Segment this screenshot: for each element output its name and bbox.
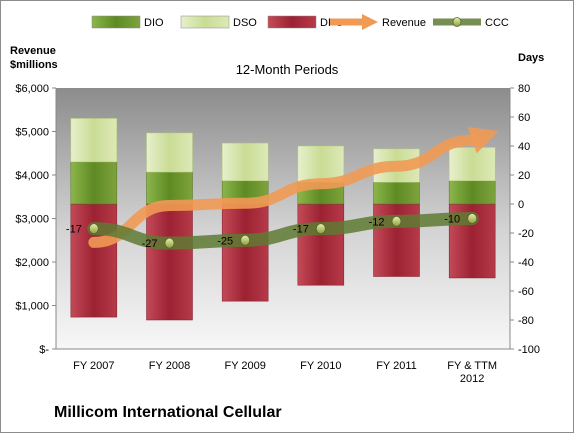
- right-tick-label: 0: [518, 199, 524, 211]
- legend-swatch-dpo: [267, 15, 317, 29]
- right-tick-label: -60: [518, 286, 534, 298]
- bar-dpo: [146, 203, 193, 321]
- x-tick-label: FY 2011: [376, 360, 417, 372]
- bar-dio: [70, 161, 118, 205]
- left-axis-title-line1: Revenue: [10, 45, 56, 57]
- left-tick-label: $4,000: [15, 170, 49, 182]
- x-tick-label: FY 2010: [300, 360, 341, 372]
- left-tick-label: $-: [39, 344, 49, 356]
- bar-dio: [146, 171, 193, 205]
- x-tick-label: FY & TTM: [447, 360, 497, 372]
- revenue-line: [88, 134, 478, 248]
- bar-dso: [297, 145, 345, 183]
- ccc-point: [391, 215, 402, 227]
- left-tick-label: $1,000: [15, 301, 49, 313]
- right-tick-label: 60: [518, 112, 530, 124]
- legend-swatch-dio: [91, 15, 141, 29]
- left-tick-label: $6,000: [15, 83, 49, 95]
- legend-marker-ccc: [452, 17, 462, 27]
- right-tick-label: -80: [518, 315, 534, 327]
- bar-dso: [221, 142, 269, 182]
- ccc-data-label: -12: [369, 216, 385, 228]
- bar-dio: [448, 180, 496, 205]
- left-tick-label: $3,000: [15, 214, 49, 226]
- ccc-data-label: -17: [293, 224, 309, 236]
- ccc-point: [88, 223, 99, 235]
- right-tick-label: -100: [518, 344, 540, 356]
- left-axis-title: Revenue $millions: [10, 44, 58, 72]
- ccc-point: [467, 213, 478, 224]
- ccc-data-label: -27: [142, 238, 158, 250]
- bar-dio: [373, 182, 420, 205]
- bar-dpo: [221, 203, 269, 302]
- legend-arrowhead-revenue: [362, 14, 378, 30]
- bar-dso: [146, 132, 193, 173]
- left-tick-label: $2,000: [15, 257, 49, 269]
- x-tick-label: FY 2007: [73, 360, 114, 372]
- legend-swatch-dso: [180, 15, 230, 29]
- right-tick-label: 80: [518, 83, 530, 95]
- bar-dso: [448, 147, 496, 182]
- x-tick-label: FY 2008: [149, 360, 190, 372]
- legend-label-revenue: Revenue: [382, 17, 426, 29]
- chart-subtitle: 12-Month Periods: [235, 62, 339, 77]
- x-tick-label: 2012: [460, 373, 484, 385]
- legend-label-dso: DSO: [233, 17, 257, 29]
- ccc-point: [164, 237, 175, 249]
- left-axis-title-line2: $millions: [10, 59, 58, 71]
- revenue-arrowhead: [467, 126, 499, 154]
- right-tick-label: 40: [518, 141, 530, 153]
- ccc-data-label: -10: [444, 214, 460, 226]
- bar-dpo: [297, 203, 345, 286]
- right-tick-label: -40: [518, 257, 534, 269]
- legend-label-dio: DIO: [144, 17, 164, 29]
- x-tick-label: FY 2009: [224, 360, 265, 372]
- right-tick-label: 20: [518, 170, 530, 182]
- left-tick-label: $5,000: [15, 127, 49, 139]
- ccc-data-label: -25: [217, 235, 233, 247]
- right-tick-label: -20: [518, 228, 534, 240]
- company-name: Millicom International Cellular: [54, 404, 282, 421]
- ccc-point: [240, 234, 251, 246]
- legend-label-ccc: CCC: [485, 17, 509, 29]
- bar-dso: [70, 118, 118, 163]
- right-axis-title: Days: [518, 52, 545, 64]
- ccc-data-label: -17: [66, 224, 82, 236]
- bar-dpo: [70, 203, 118, 318]
- ccc-point: [315, 223, 326, 235]
